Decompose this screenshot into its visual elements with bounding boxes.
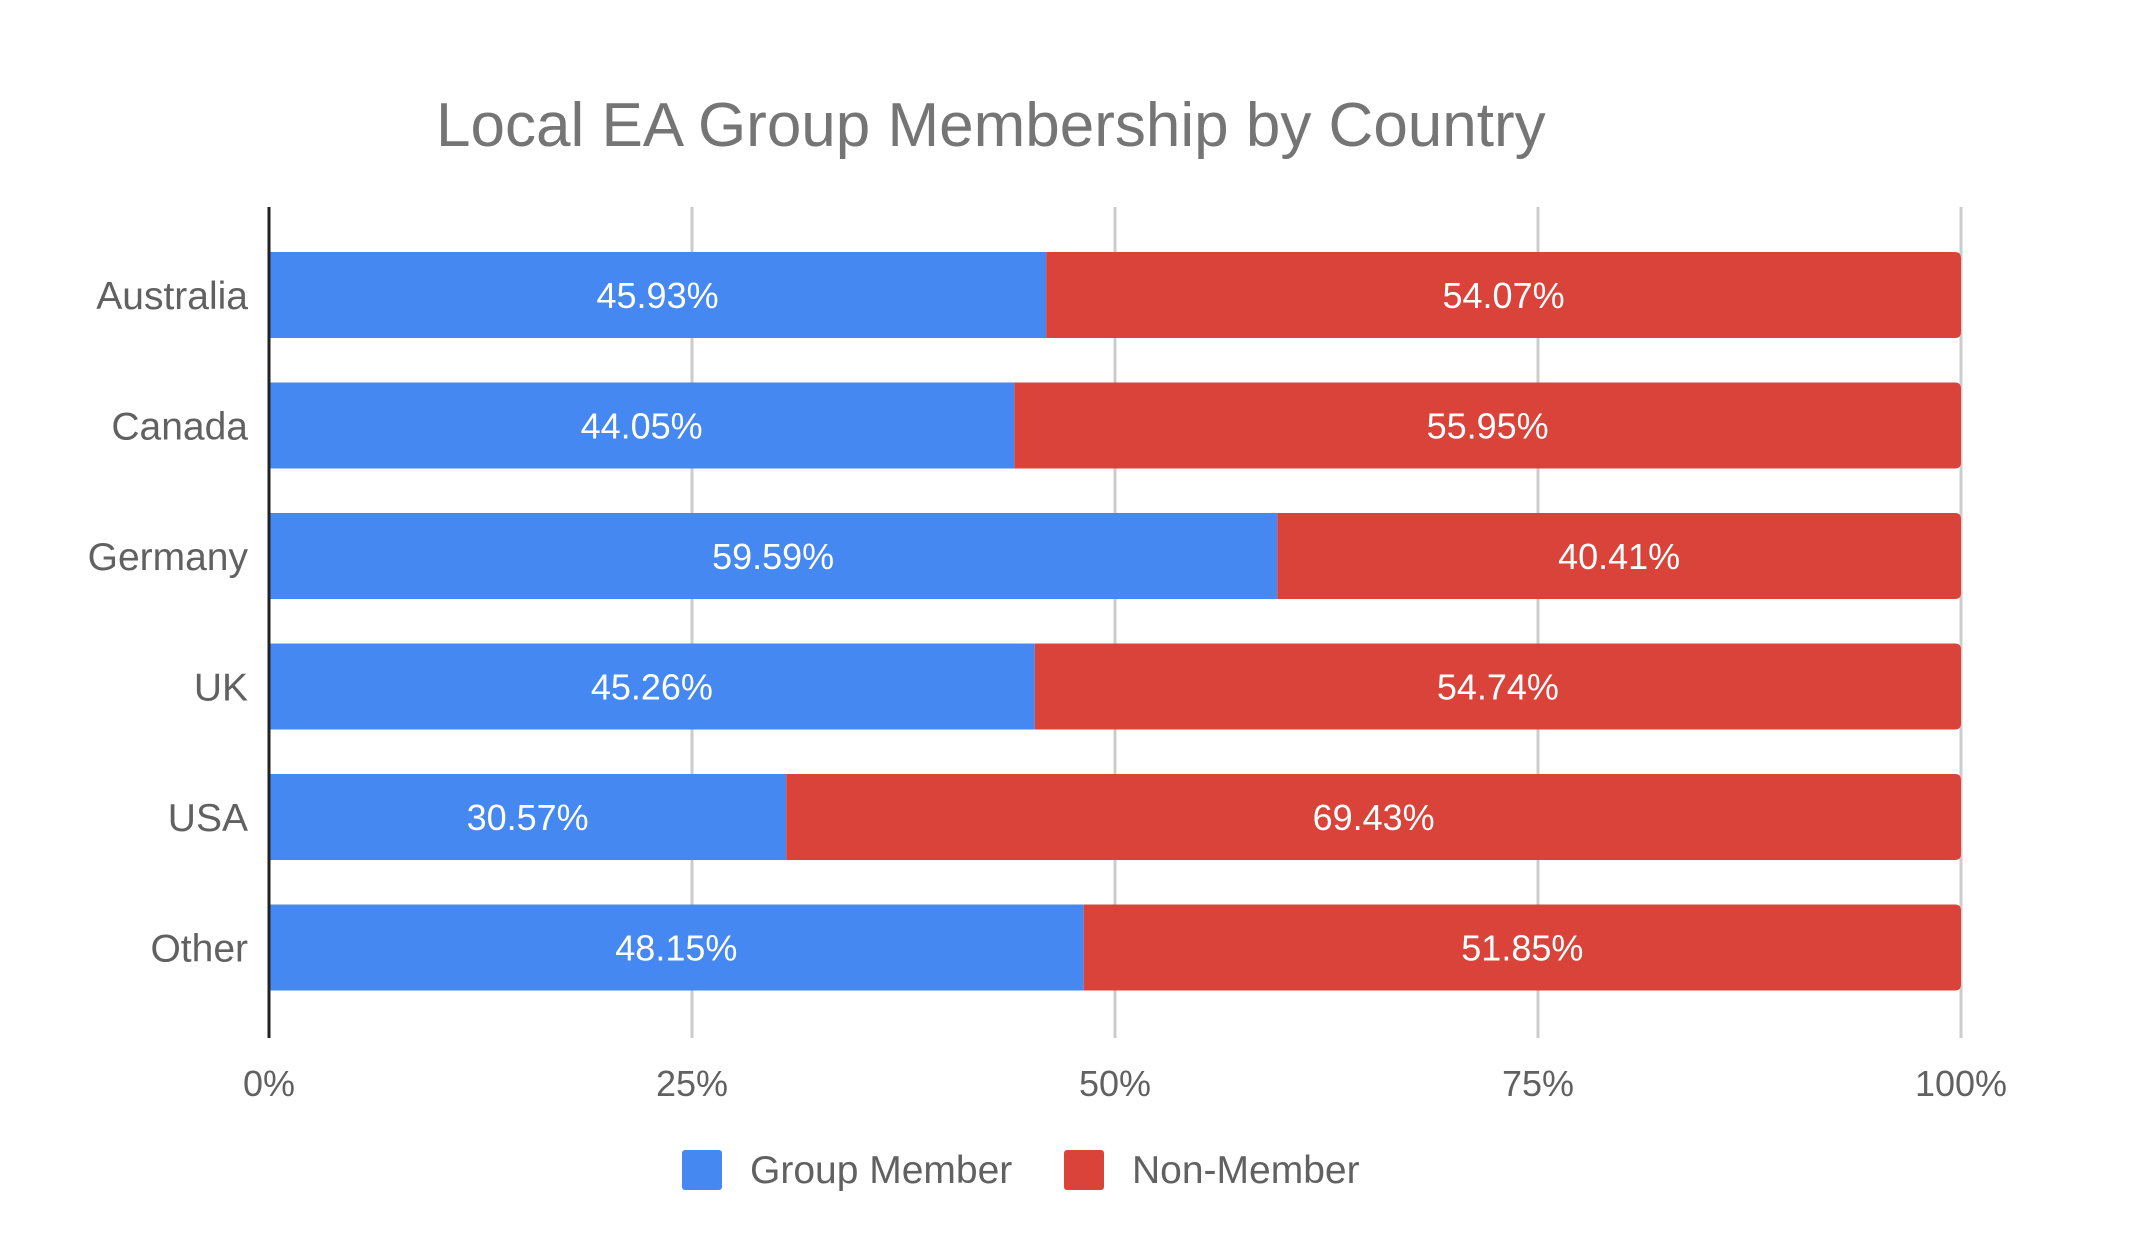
data-label: 54.07% bbox=[1443, 275, 1565, 316]
bar-non-member-other bbox=[1083, 904, 1961, 991]
category-label-germany: Germany bbox=[88, 536, 249, 579]
data-label: 59.59% bbox=[712, 536, 834, 577]
data-label: 44.05% bbox=[581, 406, 703, 447]
axes: 0% 25% 50% 75% 100% Australia Canada Germany UK U… bbox=[88, 207, 2007, 1104]
bar-non-member-australia bbox=[1046, 252, 1961, 338]
bar-group-member-canada bbox=[269, 382, 1015, 469]
category-label-usa: USA bbox=[168, 797, 248, 840]
data-label: 30.57% bbox=[467, 797, 589, 838]
bar-non-member-germany bbox=[1277, 513, 1961, 599]
x-tick-label: 25% bbox=[656, 1063, 728, 1104]
data-label: 48.15% bbox=[615, 928, 737, 969]
bar-group-member-germany bbox=[269, 513, 1278, 599]
data-label: 45.93% bbox=[597, 275, 719, 316]
x-tick-label: 100% bbox=[1915, 1063, 2007, 1104]
x-tick-label: 50% bbox=[1079, 1063, 1151, 1104]
data-label: 51.85% bbox=[1461, 928, 1583, 969]
x-tick-label: 75% bbox=[1502, 1063, 1574, 1104]
legend-swatch bbox=[682, 1150, 722, 1190]
legend-label: Group Member bbox=[750, 1149, 1012, 1192]
legend: Group Member Non-Member bbox=[682, 1149, 1360, 1192]
bar-group-member-other bbox=[269, 904, 1084, 991]
data-label: 69.43% bbox=[1313, 797, 1435, 838]
bar-group-member-usa bbox=[269, 774, 787, 860]
bar-non-member-uk bbox=[1034, 643, 1961, 730]
legend-label: Non-Member bbox=[1132, 1149, 1360, 1192]
data-label: 40.41% bbox=[1558, 536, 1680, 577]
legend-swatch bbox=[1064, 1150, 1104, 1190]
category-label-canada: Canada bbox=[111, 406, 248, 449]
bars: 45.93% 54.07% 44.05% 55.95% 59.59% 40.41% 45.2… bbox=[269, 252, 1961, 991]
category-label-uk: UK bbox=[194, 667, 248, 710]
bar-group-member-australia bbox=[269, 252, 1047, 338]
data-label: 55.95% bbox=[1427, 406, 1549, 447]
x-tick-label: 0% bbox=[243, 1063, 295, 1104]
chart-title: Local EA Group Membership by Country bbox=[436, 91, 1546, 160]
bar-non-member-usa bbox=[786, 774, 1961, 860]
bar-group-member-uk bbox=[269, 643, 1035, 730]
bar-non-member-canada bbox=[1014, 382, 1961, 469]
category-label-other: Other bbox=[150, 928, 248, 971]
data-label: 45.26% bbox=[591, 667, 713, 708]
category-label-australia: Australia bbox=[96, 275, 248, 318]
data-label: 54.74% bbox=[1437, 667, 1559, 708]
gridlines bbox=[690, 207, 1963, 1038]
